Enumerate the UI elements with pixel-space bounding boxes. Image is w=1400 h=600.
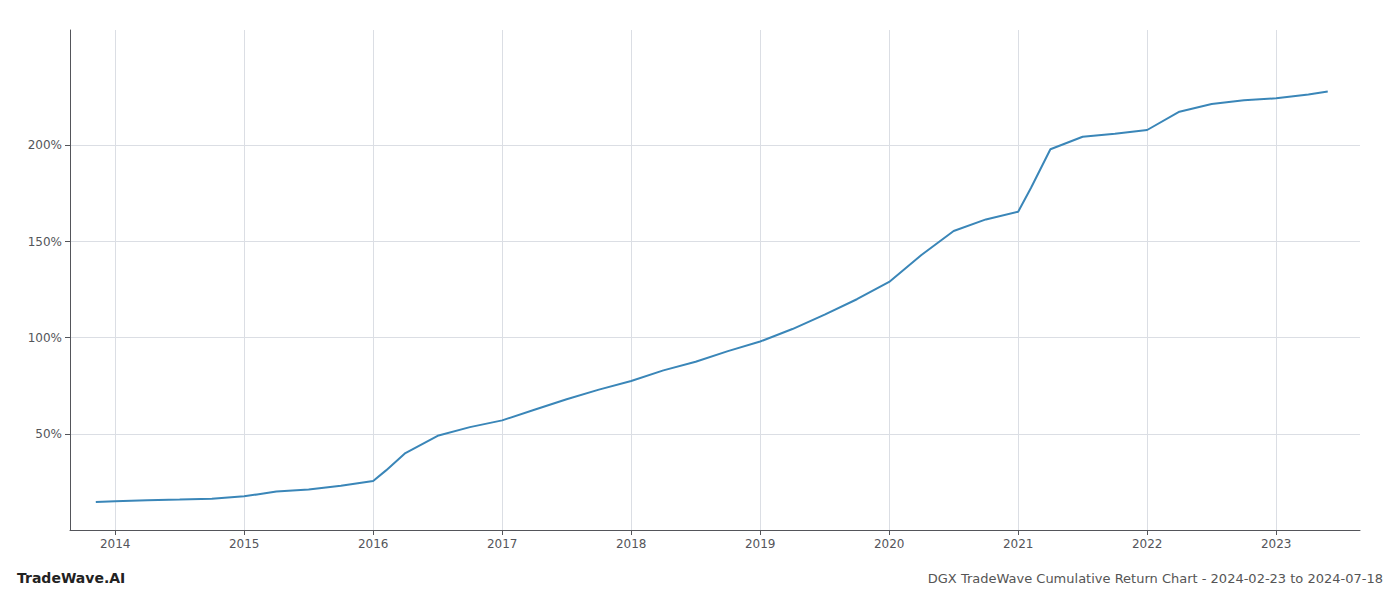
svg-text:2016: 2016 — [358, 537, 389, 551]
svg-text:TradeWave.AI: TradeWave.AI — [17, 570, 125, 586]
svg-text:150%: 150% — [28, 235, 62, 249]
svg-text:DGX TradeWave Cumulative Retur: DGX TradeWave Cumulative Return Chart - … — [928, 571, 1383, 586]
svg-text:2018: 2018 — [616, 537, 647, 551]
svg-text:2014: 2014 — [100, 537, 131, 551]
svg-text:2020: 2020 — [874, 537, 905, 551]
svg-text:100%: 100% — [28, 331, 62, 345]
svg-text:2022: 2022 — [1132, 537, 1163, 551]
svg-text:2021: 2021 — [1003, 537, 1034, 551]
svg-text:2015: 2015 — [229, 537, 260, 551]
svg-text:2023: 2023 — [1261, 537, 1292, 551]
svg-text:200%: 200% — [28, 138, 62, 152]
svg-text:2017: 2017 — [487, 537, 518, 551]
svg-text:50%: 50% — [35, 427, 62, 441]
svg-text:2019: 2019 — [745, 537, 776, 551]
